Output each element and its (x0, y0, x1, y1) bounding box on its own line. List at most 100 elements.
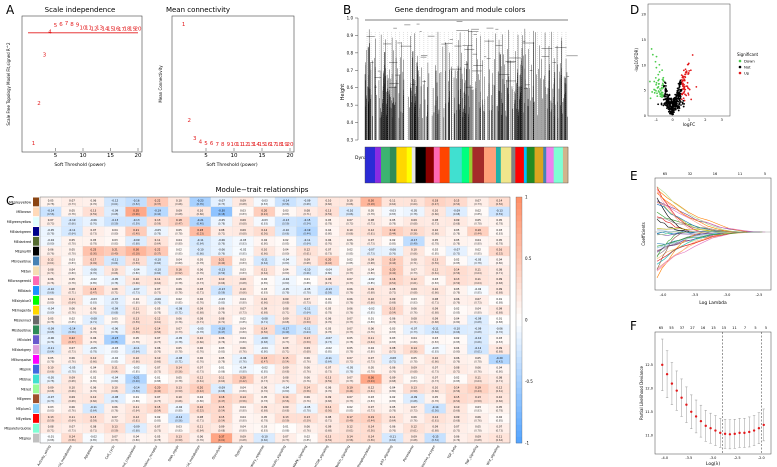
heatmap-cell-pvalue: (0.80) (47, 311, 54, 314)
heatmap-cell-value: 0.04 (240, 297, 246, 301)
scale-independence-point-label: 4 (48, 30, 52, 36)
heatmap-cell-value: 0.06 (454, 435, 460, 439)
heatmap-cell-pvalue: (0.85) (474, 213, 481, 216)
heatmap-cell-value: 0.06 (454, 297, 460, 301)
heatmap-cell-value: -0.11 (304, 326, 311, 330)
heatmap-cell-value: -0.12 (111, 198, 118, 202)
heatmap-cell-value: -0.04 (111, 376, 118, 380)
heatmap-cell-value: 0.13 (326, 435, 332, 439)
heatmap-cell-pvalue: (0.76) (68, 311, 75, 314)
legend-gradient-step (516, 215, 522, 222)
heatmap-cell-pvalue: (0.76) (197, 301, 204, 304)
heatmap-cell-pvalue: (0.73) (154, 429, 161, 432)
lasso-cv-xtick-label: -3.0 (710, 456, 717, 460)
heatmap-cell-pvalue: (0.83) (111, 321, 118, 324)
heatmap-cell-value: 0.06 (390, 317, 396, 321)
heatmap-cell-value: 0.20 (155, 385, 161, 389)
legend-gradient-step (516, 412, 522, 419)
volcano-point (662, 93, 664, 96)
legend-gradient-step (516, 301, 522, 308)
heatmap-cell-value: -0.08 (176, 356, 183, 360)
heatmap-cell-pvalue: (0.68) (239, 439, 246, 442)
heatmap-cell-value: 0.02 (390, 395, 396, 399)
heatmap-cell-pvalue: (0.59) (303, 321, 310, 324)
legend-gradient-step (516, 356, 522, 364)
scale-independence-point-label: 5 (54, 23, 58, 29)
heatmap-cell-pvalue: (0.78) (325, 331, 332, 334)
mean-connectivity-point-label: 20 (287, 142, 294, 148)
heatmap-cell-value: 0.07 (91, 228, 97, 232)
module-row-label: MEgrey (19, 437, 31, 441)
lasso-cv-xtick-label: -2.5 (734, 456, 741, 460)
heatmap-cell-value: 0.30 (368, 198, 374, 202)
heatmap-cell-pvalue: (0.73) (68, 203, 75, 206)
heatmap-cell-pvalue: (0.71) (197, 420, 204, 423)
heatmap-cell-value: 0.19 (390, 228, 396, 232)
heatmap-cell-pvalue: (0.44) (154, 213, 161, 216)
heatmap-cell-value: 0.01 (368, 317, 374, 321)
heatmap-cell-value: 0.07 (283, 336, 289, 340)
heatmap-cell-pvalue: (0.80) (325, 272, 332, 275)
heatmap-cell-value: 0.06 (454, 356, 460, 360)
heatmap-cell-pvalue: (0.66) (133, 282, 140, 285)
heatmap-cell-value: 0.07 (347, 356, 353, 360)
volcano-ytick-label: 15 (642, 38, 646, 42)
heatmap-cell-pvalue: (0.76) (90, 311, 97, 314)
heatmap-cell-value: -0.10 (453, 326, 460, 330)
heatmap-cell-pvalue: (0.78) (154, 439, 161, 442)
heatmap-cell-pvalue: (0.64) (133, 351, 140, 354)
heatmap-cell-value: 0.05 (496, 405, 502, 409)
volcano-point (679, 95, 682, 98)
heatmap-cell-value: -0.09 (218, 385, 225, 389)
heatmap-cell-value: 0.10 (432, 208, 438, 212)
scale-independence-point-label: 8 (70, 22, 74, 28)
heatmap-cell-pvalue: (0.85) (90, 380, 97, 383)
volcano-point (658, 63, 661, 66)
heatmap-cell-pvalue: (0.56) (282, 400, 289, 403)
heatmap-cell-value: 0.05 (390, 405, 396, 409)
heatmap-cell-pvalue: (0.73) (197, 370, 204, 373)
heatmap-cell-value: 0.11 (133, 405, 139, 409)
heatmap-cell-pvalue: (0.59) (175, 439, 182, 442)
heatmap-cell-value: 0.11 (197, 425, 203, 429)
heatmap-cell-value: -0.14 (69, 326, 76, 330)
heatmap-cell-pvalue: (0.80) (111, 380, 118, 383)
heatmap-cell-value: 0.08 (454, 366, 460, 370)
volcano-point (682, 79, 685, 82)
module-row-label: MEgreen (17, 397, 31, 401)
heatmap-cell-pvalue: (0.66) (218, 282, 225, 285)
heatmap-cell-pvalue: (0.73) (111, 439, 118, 442)
heatmap-cell-value: 0.09 (326, 425, 332, 429)
volcano-point (653, 80, 656, 83)
module-row-label: MEred (21, 387, 31, 391)
dendrogram-title: Gene dendrogram and module colors (395, 6, 526, 14)
heatmap-cell-value: 0.20 (326, 257, 332, 261)
module-color-segment (562, 147, 569, 183)
heatmap-cell-value: 0.08 (197, 287, 203, 291)
heatmap-cell-pvalue: (0.68) (47, 390, 54, 393)
heatmap-cell-pvalue: (0.68) (410, 370, 417, 373)
heatmap-cell-pvalue: (0.78) (175, 351, 182, 354)
heatmap-cell-pvalue: (0.78) (68, 282, 75, 285)
heatmap-cell-pvalue: (0.80) (47, 242, 54, 245)
heatmap-cell-pvalue: (0.73) (239, 311, 246, 314)
heatmap-cell-value: 0.06 (91, 198, 97, 202)
heatmap-cell-pvalue: (0.80) (282, 252, 289, 255)
heatmap-cell-value: 0.09 (368, 257, 374, 261)
heatmap-cell-value: 0.14 (304, 385, 310, 389)
heatmap-cell-value: -0.14 (47, 208, 54, 212)
volcano-point (682, 97, 685, 100)
module-color-segment (433, 147, 441, 183)
heatmap-cell-value: 0.10 (69, 385, 75, 389)
volcano-point (690, 98, 693, 101)
heatmap-cell-pvalue: (0.49) (90, 262, 97, 265)
module-color-swatch (33, 246, 39, 256)
heatmap-cell-pvalue: (0.56) (154, 331, 161, 334)
heatmap-cell-pvalue: (0.66) (239, 292, 246, 295)
heatmap-cell-value: 0.04 (283, 248, 289, 252)
lasso-cv-top-tick: 15 (722, 326, 726, 330)
heatmap-cell-value: 0.30 (133, 248, 139, 252)
heatmap-cell-pvalue: (0.76) (90, 331, 97, 334)
heatmap-cell-pvalue: (0.44) (368, 420, 375, 423)
heatmap-cell-pvalue: (0.78) (47, 361, 54, 364)
